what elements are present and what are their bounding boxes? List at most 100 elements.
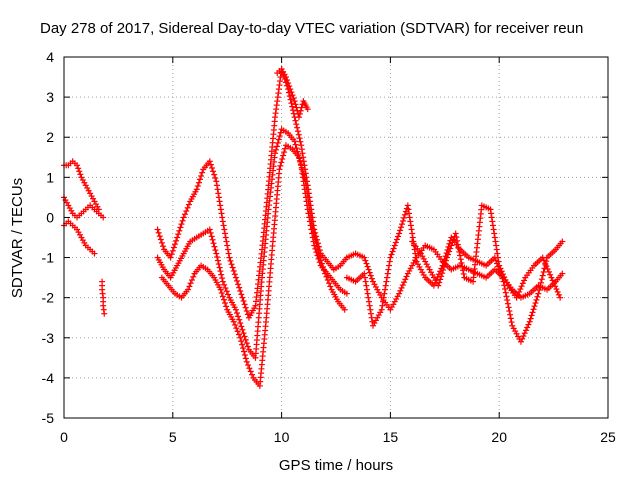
data-point bbox=[280, 152, 287, 159]
data-point bbox=[555, 291, 562, 298]
data-point bbox=[173, 237, 180, 244]
data-point bbox=[539, 254, 546, 261]
data-point bbox=[519, 335, 526, 342]
data-point bbox=[237, 320, 244, 327]
x-tick-label: 0 bbox=[60, 429, 68, 445]
data-point bbox=[382, 282, 389, 289]
data-point bbox=[101, 310, 108, 317]
data-point bbox=[380, 298, 387, 305]
data-point bbox=[249, 371, 256, 378]
data-point bbox=[313, 243, 320, 250]
data-point bbox=[504, 300, 511, 307]
data-point bbox=[177, 224, 184, 231]
data-point bbox=[554, 288, 561, 295]
data-point bbox=[282, 145, 289, 152]
data-point bbox=[288, 89, 295, 96]
data-point bbox=[293, 121, 300, 128]
data-point bbox=[314, 247, 321, 254]
data-point bbox=[386, 258, 393, 265]
data-point bbox=[188, 277, 195, 284]
data-point bbox=[457, 256, 464, 263]
data-point bbox=[310, 229, 317, 236]
data-point bbox=[282, 74, 289, 81]
data-point bbox=[389, 248, 396, 255]
data-point bbox=[235, 281, 242, 288]
data-point bbox=[406, 214, 413, 221]
data-point bbox=[158, 239, 165, 246]
data-point bbox=[438, 273, 445, 280]
data-point bbox=[242, 304, 249, 311]
data-point bbox=[538, 276, 545, 283]
data-point bbox=[456, 248, 463, 255]
data-point bbox=[272, 150, 279, 157]
series-track-f bbox=[154, 126, 350, 361]
data-point bbox=[454, 237, 461, 244]
data-point bbox=[404, 202, 411, 209]
data-point bbox=[210, 240, 217, 247]
series-track-b bbox=[61, 194, 107, 221]
data-point bbox=[458, 259, 465, 266]
data-point bbox=[242, 336, 249, 343]
data-point bbox=[505, 304, 512, 311]
data-point bbox=[397, 227, 404, 234]
data-point bbox=[279, 155, 286, 162]
data-point bbox=[363, 260, 370, 267]
data-point bbox=[313, 240, 320, 247]
y-tick-label: -3 bbox=[42, 330, 55, 346]
data-point bbox=[218, 271, 225, 278]
data-point bbox=[297, 138, 304, 145]
data-point bbox=[365, 294, 372, 301]
data-point bbox=[441, 263, 448, 270]
series-track-i bbox=[343, 242, 566, 313]
data-point bbox=[519, 280, 526, 287]
data-point bbox=[324, 277, 331, 284]
data-point bbox=[238, 323, 245, 330]
data-point bbox=[489, 218, 496, 225]
data-point bbox=[311, 232, 318, 239]
data-point bbox=[236, 316, 243, 323]
data-point bbox=[222, 285, 229, 292]
data-point bbox=[540, 268, 547, 275]
data-point bbox=[239, 326, 246, 333]
data-point bbox=[281, 149, 288, 156]
data-point bbox=[217, 286, 224, 293]
data-point bbox=[186, 283, 193, 290]
data-point bbox=[365, 266, 372, 273]
data-point bbox=[299, 150, 306, 157]
data-point bbox=[368, 275, 375, 282]
data-point bbox=[315, 250, 322, 257]
x-axis-label: GPS time / hours bbox=[279, 457, 393, 474]
data-point bbox=[178, 221, 185, 228]
data-point bbox=[507, 311, 514, 318]
data-point bbox=[443, 257, 450, 264]
data-point bbox=[405, 206, 412, 213]
data-point bbox=[299, 168, 306, 175]
data-point bbox=[238, 291, 245, 298]
data-point bbox=[317, 257, 324, 264]
data-point bbox=[489, 222, 496, 229]
data-point bbox=[516, 288, 523, 295]
x-tick-label: 25 bbox=[600, 429, 616, 445]
data-point bbox=[225, 291, 232, 298]
data-point bbox=[364, 290, 371, 297]
data-point bbox=[400, 214, 407, 221]
data-point bbox=[547, 271, 554, 278]
data-point bbox=[435, 282, 442, 289]
data-point bbox=[275, 136, 282, 143]
data-point bbox=[219, 293, 226, 300]
data-point bbox=[367, 310, 374, 317]
data-point bbox=[293, 145, 300, 152]
series-track-k bbox=[409, 202, 564, 301]
data-point bbox=[409, 230, 416, 237]
y-tick-label: 2 bbox=[46, 129, 54, 145]
data-point bbox=[508, 319, 515, 326]
data-point bbox=[408, 226, 415, 233]
data-point bbox=[223, 303, 230, 310]
data-point bbox=[396, 230, 403, 237]
data-point bbox=[517, 338, 524, 345]
data-point bbox=[246, 365, 253, 372]
data-point bbox=[300, 171, 307, 178]
data-point bbox=[535, 290, 542, 297]
data-point bbox=[448, 242, 455, 249]
